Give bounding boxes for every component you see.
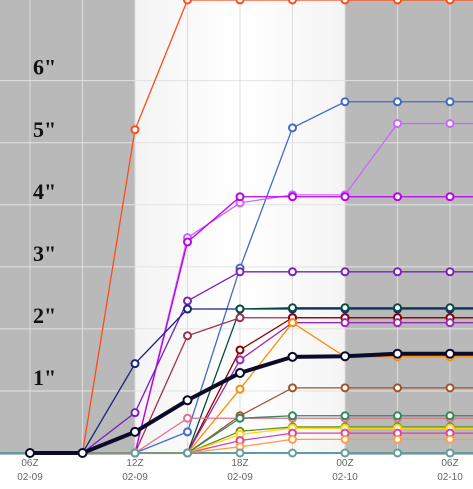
data-point xyxy=(445,303,455,313)
data-point xyxy=(340,97,350,107)
data-point xyxy=(235,267,245,277)
y-tick-label: 3" xyxy=(33,241,56,266)
data-point xyxy=(130,448,140,458)
data-point xyxy=(130,408,140,418)
data-point xyxy=(445,267,455,277)
data-point xyxy=(393,411,402,421)
data-point xyxy=(340,267,350,277)
data-point xyxy=(288,434,297,444)
data-point xyxy=(183,0,192,5)
x-tick-label: 06Z 02-10 xyxy=(437,458,463,483)
data-point xyxy=(235,0,245,5)
data-point xyxy=(392,348,403,359)
data-point xyxy=(340,318,350,328)
data-point xyxy=(235,304,245,314)
data-point xyxy=(393,434,402,444)
data-point xyxy=(445,348,455,359)
data-point xyxy=(445,97,455,107)
y-tick-label: 2" xyxy=(33,303,56,328)
data-point xyxy=(287,351,298,362)
data-point xyxy=(445,318,455,328)
data-point xyxy=(288,411,297,421)
data-point xyxy=(183,296,192,306)
data-point xyxy=(288,448,297,458)
axis-area xyxy=(0,455,473,489)
data-point xyxy=(288,318,297,328)
data-point xyxy=(393,0,402,5)
x-tick-label: 06Z 02-09 xyxy=(17,458,43,483)
night-shade xyxy=(345,0,473,455)
data-point xyxy=(393,448,402,458)
data-point xyxy=(445,0,455,5)
data-point xyxy=(235,313,245,323)
data-point xyxy=(235,367,245,378)
data-point xyxy=(288,267,297,277)
data-point xyxy=(340,383,350,393)
data-point xyxy=(235,413,245,423)
x-tick-label: 00Z 02-10 xyxy=(332,458,358,483)
x-tick-label: 12Z 02-09 xyxy=(122,458,148,483)
data-point xyxy=(340,448,350,458)
series-line xyxy=(30,0,473,454)
data-point xyxy=(235,192,245,202)
data-point xyxy=(25,448,35,458)
y-tick-label: 1" xyxy=(33,365,56,390)
data-point xyxy=(288,383,297,393)
data-point xyxy=(288,123,297,133)
data-point xyxy=(445,118,455,128)
data-point xyxy=(340,351,350,362)
x-tick-label: 18Z 02-09 xyxy=(227,458,253,483)
data-point xyxy=(445,192,455,202)
data-point xyxy=(288,0,297,5)
data-point xyxy=(130,426,140,437)
y-tick-label: 4" xyxy=(33,179,56,204)
data-point xyxy=(183,427,192,437)
data-point xyxy=(77,448,88,458)
data-point xyxy=(393,192,402,202)
data-point xyxy=(235,448,245,458)
data-point xyxy=(183,304,192,314)
data-point xyxy=(340,303,350,313)
data-point xyxy=(393,318,402,328)
data-point xyxy=(183,448,192,458)
data-point xyxy=(393,97,402,107)
y-tick-label: 5" xyxy=(33,117,56,142)
data-point xyxy=(130,359,140,369)
data-point xyxy=(340,0,350,5)
data-point xyxy=(183,331,192,341)
data-point xyxy=(445,434,455,444)
data-point xyxy=(183,413,192,423)
data-point xyxy=(445,448,455,458)
night-shade xyxy=(0,0,135,455)
data-point xyxy=(340,434,350,444)
data-point xyxy=(183,237,192,247)
data-point xyxy=(445,411,455,421)
series-line xyxy=(30,351,473,455)
data-point xyxy=(445,383,455,393)
data-point xyxy=(340,411,350,421)
data-point xyxy=(393,383,402,393)
data-point xyxy=(235,355,245,365)
series-line xyxy=(30,271,473,454)
data-point xyxy=(288,303,297,313)
data-point xyxy=(288,192,297,202)
data-point xyxy=(130,125,140,135)
data-point xyxy=(393,118,402,128)
y-tick-label: 6" xyxy=(33,55,56,80)
data-point xyxy=(340,192,350,202)
data-point xyxy=(393,267,402,277)
data-point xyxy=(235,345,245,355)
data-point xyxy=(393,303,402,313)
data-point xyxy=(182,395,193,406)
data-point xyxy=(235,384,245,394)
